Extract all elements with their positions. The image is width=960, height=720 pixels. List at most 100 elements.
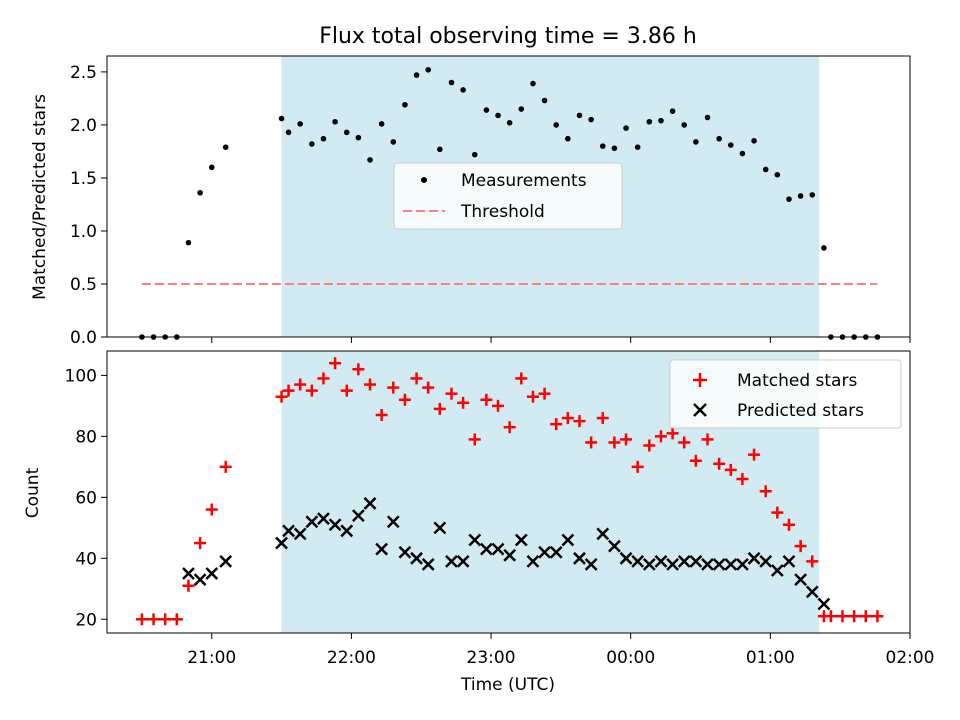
matched-stars-point [771, 506, 784, 519]
predicted-stars-point [445, 554, 458, 568]
measurement-point [658, 117, 664, 124]
predicted-stars-point [293, 527, 307, 541]
matched-stars-point [515, 372, 528, 385]
matched-stars-point [561, 412, 574, 425]
matched-stars-point [375, 409, 388, 422]
bottom-y-ticks: 20 40 60 80 100 [65, 366, 107, 630]
predicted-stars-point [608, 539, 621, 553]
predicted-stars-point [538, 545, 551, 559]
matched-stars-point [585, 436, 598, 449]
y-tick-label: 2.0 [70, 116, 97, 136]
matched-stars-point [573, 415, 586, 428]
measurement-point [716, 135, 722, 142]
measurement-point [208, 164, 215, 171]
bottom-legend: Matched stars Predicted stars [669, 359, 902, 429]
legend-predicted-label: Predicted stars [737, 401, 864, 421]
measurement-point [402, 101, 408, 108]
matched-stars-point [678, 436, 691, 449]
y-tick-label: 80 [75, 427, 97, 447]
predicted-stars-point [736, 558, 749, 571]
predicted-stars-point [410, 551, 423, 565]
predicted-stars-point [433, 521, 447, 535]
x-tick-label: 22:00 [327, 648, 376, 668]
matched-stars-point [340, 384, 353, 397]
matched-stars-point [794, 540, 807, 553]
measurement-point [185, 239, 192, 246]
matched-stars-point [205, 503, 218, 516]
matched-stars-point [631, 460, 644, 473]
bottom-axes-frame [106, 350, 911, 634]
matched-stars-point [848, 610, 861, 623]
measurement-point [751, 138, 757, 144]
y-tick-label: 40 [75, 549, 97, 569]
matched-stars-point [135, 613, 148, 626]
measurement-point [611, 145, 618, 152]
bottom-y-axis-label: Count [23, 467, 43, 518]
predicted-stars-point [677, 554, 691, 568]
matched-stars-point [364, 378, 377, 391]
x-tick-label: 02:00 [886, 648, 935, 668]
measurement-point [762, 166, 769, 173]
matched-stars-point [748, 448, 761, 461]
matched-stars-point [387, 381, 400, 394]
measurement-point [378, 121, 385, 127]
matched-stars-point [608, 436, 621, 449]
y-tick-label: 20 [75, 610, 97, 630]
top-axes-frame [106, 55, 911, 338]
measurement-point [309, 141, 315, 147]
measurement-point [786, 196, 792, 202]
measurement-point [285, 129, 292, 136]
bottom-legend-box [669, 359, 902, 429]
predicted-stars-point [398, 545, 412, 559]
measurement-point [576, 112, 583, 119]
predicted-stars-point [363, 497, 377, 510]
predicted-stars-point [219, 554, 233, 568]
bottom-series-layer [135, 357, 884, 626]
measurement-point [483, 107, 490, 113]
measurement-point [332, 118, 338, 125]
predicted-stars-point [340, 524, 354, 538]
predicted-stars-point [282, 524, 295, 538]
predicted-stars-point [654, 554, 668, 568]
measurement-point [646, 118, 653, 125]
predicted-stars-point [491, 542, 505, 556]
y-tick-label: 1.0 [70, 222, 97, 242]
predicted-stars-point [701, 558, 714, 571]
matched-stars-point [492, 399, 505, 412]
measurement-point [530, 80, 536, 87]
matched-stars-point [170, 613, 183, 626]
matched-stars-point [422, 381, 435, 394]
measurement-point [681, 122, 688, 128]
measurement-point [518, 106, 525, 112]
matched-stars-point [689, 454, 702, 467]
legend-threshold-label: Threshold [460, 202, 545, 222]
matched-stars-point [806, 555, 819, 568]
matched-stars-point [666, 427, 679, 440]
predicted-stars-point [317, 512, 330, 526]
x-tick-label: 01:00 [746, 648, 795, 668]
measurement-point [471, 151, 478, 158]
measurement-point [774, 171, 781, 178]
top-y-axis-label: Matched/Predicted stars [30, 94, 50, 300]
legend-measurements-marker [421, 177, 427, 183]
matched-stars-point [654, 430, 667, 443]
predicted-stars-point [328, 518, 342, 532]
measurement-point [669, 108, 676, 114]
matched-stars-point [294, 378, 307, 391]
predicted-stars-point [724, 558, 738, 571]
predicted-stars-point [619, 551, 633, 565]
measurement-point [727, 142, 734, 148]
y-tick-label: 2.5 [70, 63, 97, 83]
predicted-stars-point [275, 536, 288, 550]
x-axis-label: Time (UTC) [460, 675, 555, 695]
measurement-point [437, 146, 443, 153]
measurement-point [367, 157, 373, 163]
x-tick-label: 23:00 [467, 648, 516, 668]
matched-stars-point [410, 372, 423, 385]
matched-stars-point [824, 610, 837, 623]
measurement-point [565, 135, 571, 142]
y-tick-label: 0.5 [70, 275, 97, 295]
measurement-point [197, 189, 203, 196]
predicted-stars-point [666, 558, 679, 571]
